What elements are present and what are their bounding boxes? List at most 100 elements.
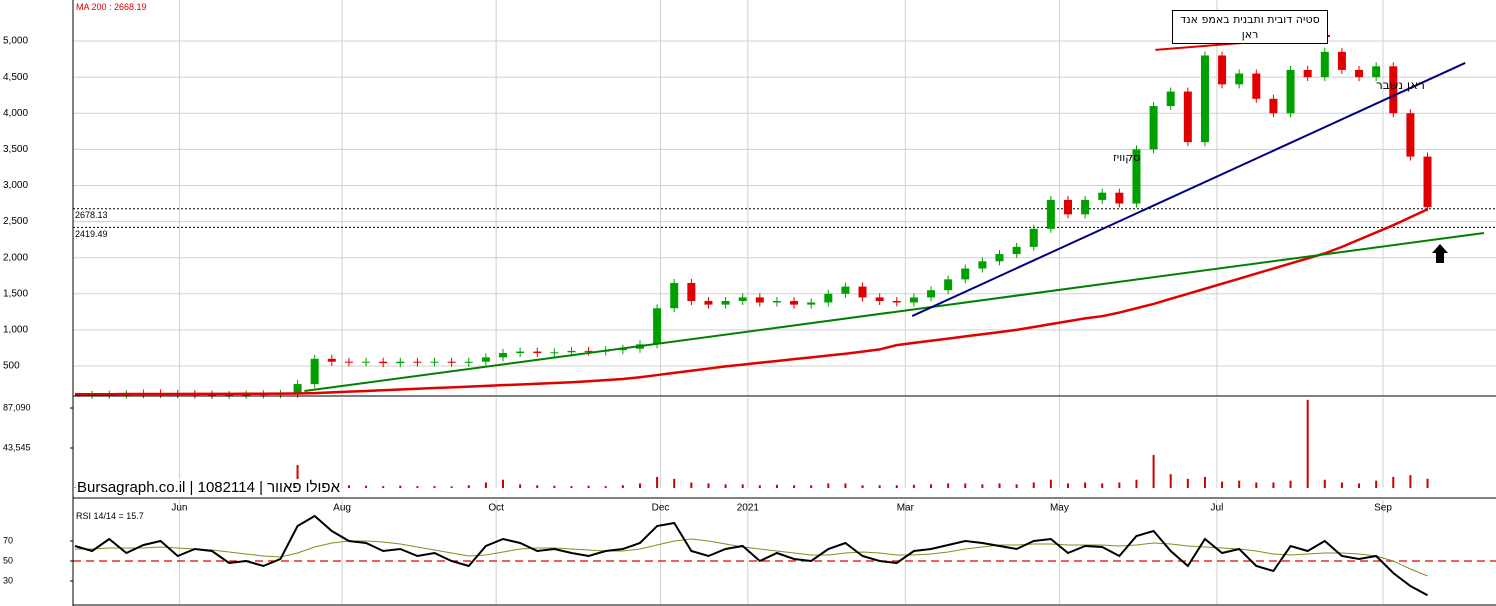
volume-bar bbox=[450, 486, 453, 488]
volume-bar bbox=[758, 485, 761, 488]
candle bbox=[396, 361, 405, 364]
volume-bar bbox=[1203, 476, 1206, 488]
volume-bar bbox=[724, 484, 727, 488]
candle bbox=[225, 394, 234, 396]
volume-bar bbox=[1066, 483, 1069, 488]
candle bbox=[721, 301, 730, 305]
volume-bar bbox=[1135, 479, 1138, 488]
x-tick-label: May bbox=[1050, 503, 1069, 514]
volume-bar bbox=[895, 485, 898, 488]
volume-bar bbox=[484, 482, 487, 488]
volume-bar bbox=[827, 483, 830, 488]
candle bbox=[824, 293, 833, 303]
annotation: ראן נשבר bbox=[1376, 78, 1425, 92]
candle bbox=[772, 301, 781, 303]
candle bbox=[1286, 69, 1295, 114]
volume-bar bbox=[878, 485, 881, 488]
volume-bar bbox=[912, 484, 915, 488]
volume-bar bbox=[844, 483, 847, 488]
candle bbox=[344, 361, 353, 363]
candle bbox=[687, 282, 696, 302]
x-tick-label: Sep bbox=[1374, 503, 1392, 514]
candle bbox=[413, 361, 422, 363]
volume-bar bbox=[1186, 478, 1189, 488]
candle bbox=[584, 350, 593, 352]
volume-bar bbox=[382, 486, 385, 488]
volume-bar bbox=[1118, 482, 1121, 488]
y-tick-label: 3,000 bbox=[3, 180, 28, 191]
volume-bar bbox=[1049, 479, 1052, 488]
volume-bar bbox=[570, 486, 573, 488]
volume-bar bbox=[775, 484, 778, 488]
volume-bar bbox=[347, 485, 350, 488]
candle bbox=[499, 353, 508, 358]
annotation: סקוויז bbox=[1113, 151, 1141, 164]
y-tick-label: 500 bbox=[3, 361, 20, 372]
level-label: 2678.13 bbox=[75, 210, 108, 220]
candle bbox=[755, 297, 764, 303]
candle bbox=[362, 361, 371, 363]
candle bbox=[841, 286, 850, 294]
candle bbox=[995, 254, 1004, 262]
candle bbox=[567, 350, 576, 353]
volume-bar bbox=[1169, 474, 1172, 488]
candle bbox=[1303, 69, 1312, 78]
volume-bar bbox=[1392, 476, 1395, 488]
level-label: 2419.49 bbox=[75, 229, 108, 239]
candle bbox=[1012, 246, 1021, 255]
candle bbox=[1406, 113, 1415, 157]
candle bbox=[1389, 66, 1398, 114]
candle bbox=[1269, 98, 1278, 114]
volume-bar bbox=[1358, 483, 1361, 488]
volume-bar bbox=[1306, 399, 1309, 488]
candle bbox=[447, 361, 456, 363]
volume-bar bbox=[1101, 483, 1104, 488]
volume-bar bbox=[673, 478, 676, 488]
rsi-line bbox=[75, 538, 1428, 577]
candle bbox=[892, 301, 901, 303]
volume-bar bbox=[467, 485, 470, 488]
volume-bar bbox=[741, 484, 744, 488]
candle bbox=[1063, 199, 1072, 215]
volume-bar bbox=[1152, 454, 1155, 488]
y-tick-label: 2,000 bbox=[3, 252, 28, 263]
candle bbox=[1046, 199, 1055, 229]
arrow bbox=[1432, 244, 1448, 263]
candle bbox=[1081, 199, 1090, 215]
candle bbox=[430, 361, 439, 363]
candle bbox=[961, 268, 970, 280]
volume-bar bbox=[1221, 481, 1224, 488]
candle bbox=[653, 308, 662, 345]
volume-bar bbox=[1272, 482, 1275, 488]
volume-bar bbox=[536, 485, 539, 488]
candle bbox=[464, 361, 473, 363]
volume-bar bbox=[1289, 480, 1292, 488]
candle bbox=[1218, 55, 1227, 85]
volume-bar bbox=[433, 486, 436, 488]
y-tick-label: 30 bbox=[3, 575, 13, 585]
volume-bar bbox=[861, 485, 864, 488]
candle bbox=[978, 261, 987, 269]
watermark: Bursagraph.co.il | 1082114 | אפולו פאוור bbox=[77, 479, 340, 496]
volume-bar bbox=[296, 465, 299, 488]
candle bbox=[1115, 192, 1124, 204]
x-tick-label: Aug bbox=[333, 503, 351, 514]
x-tick-label: Jun bbox=[171, 503, 187, 514]
volume-bar bbox=[981, 484, 984, 488]
candle bbox=[310, 358, 319, 385]
candle bbox=[1423, 156, 1432, 208]
trend-line bbox=[911, 61, 1466, 317]
y-tick-label: 50 bbox=[3, 555, 13, 565]
volume-bar bbox=[1340, 482, 1343, 488]
x-tick-label: 2021 bbox=[737, 503, 760, 514]
candle bbox=[1320, 51, 1329, 78]
volume-bar bbox=[690, 482, 693, 488]
candle bbox=[1149, 106, 1158, 150]
ma-line bbox=[75, 208, 1429, 396]
y-tick-label: 4,000 bbox=[3, 108, 28, 119]
y-tick-label: 70 bbox=[3, 535, 13, 545]
candle bbox=[875, 297, 884, 302]
x-tick-label: Oct bbox=[488, 503, 504, 514]
